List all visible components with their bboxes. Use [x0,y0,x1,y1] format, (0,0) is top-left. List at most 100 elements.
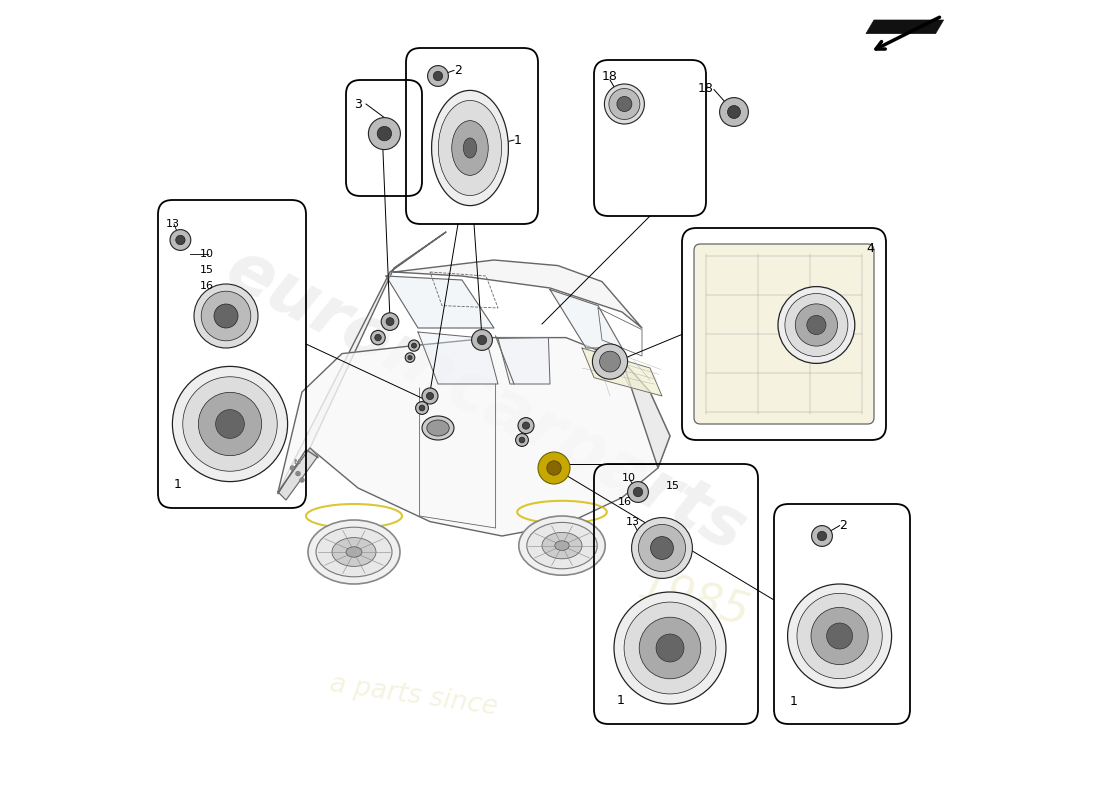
Text: 13: 13 [626,517,640,526]
Circle shape [433,71,442,81]
Text: 1: 1 [514,134,521,146]
Ellipse shape [316,527,392,577]
Circle shape [727,106,740,118]
Polygon shape [278,448,318,500]
Polygon shape [278,232,446,492]
Circle shape [416,402,428,414]
Circle shape [299,478,305,482]
Text: 16: 16 [618,498,632,507]
Circle shape [634,487,642,497]
Circle shape [422,388,438,404]
Ellipse shape [332,538,376,566]
Circle shape [427,392,433,400]
Circle shape [176,235,185,245]
Circle shape [522,422,529,429]
Circle shape [405,353,415,362]
Circle shape [198,392,262,456]
Circle shape [600,351,620,372]
Circle shape [516,434,528,446]
Circle shape [639,618,701,678]
Circle shape [547,461,561,475]
Text: 13: 13 [166,219,180,229]
Circle shape [411,343,417,348]
Polygon shape [278,338,670,536]
Circle shape [173,366,287,482]
Ellipse shape [604,84,645,124]
Circle shape [628,482,648,502]
Circle shape [428,66,449,86]
Ellipse shape [214,304,238,328]
Ellipse shape [346,547,362,557]
Polygon shape [582,348,662,396]
Circle shape [477,335,486,345]
Circle shape [368,118,400,150]
Circle shape [296,471,300,476]
Polygon shape [550,290,622,348]
Text: 3: 3 [354,98,362,110]
Circle shape [419,405,425,411]
Ellipse shape [554,541,569,550]
Text: 10: 10 [199,250,213,259]
Ellipse shape [194,284,258,348]
Ellipse shape [431,90,508,206]
Ellipse shape [452,121,488,175]
Text: euromcarparts: euromcarparts [214,234,757,566]
Ellipse shape [438,101,502,195]
Circle shape [806,315,826,334]
Ellipse shape [631,518,692,578]
Circle shape [624,602,716,694]
Circle shape [375,334,382,341]
Ellipse shape [617,97,631,111]
Circle shape [371,330,385,345]
Ellipse shape [519,516,605,575]
Text: 18: 18 [602,70,618,82]
Circle shape [817,531,827,541]
Circle shape [290,466,295,470]
FancyBboxPatch shape [694,244,874,424]
Circle shape [811,607,868,665]
Ellipse shape [463,138,476,158]
Circle shape [472,330,493,350]
Ellipse shape [650,537,673,559]
Polygon shape [418,332,498,384]
Polygon shape [866,20,944,34]
Circle shape [795,304,837,346]
Circle shape [386,318,394,326]
Circle shape [778,286,855,363]
Ellipse shape [308,520,400,584]
Text: 15: 15 [199,265,213,274]
Ellipse shape [427,420,449,436]
Text: 15: 15 [666,482,680,491]
Circle shape [798,594,882,678]
Text: 1: 1 [616,694,625,706]
Text: 1: 1 [174,478,182,490]
Circle shape [719,98,748,126]
Circle shape [785,294,848,357]
Ellipse shape [422,416,454,440]
Text: 10: 10 [621,474,636,483]
Circle shape [518,418,534,434]
Text: 2: 2 [839,519,847,532]
Polygon shape [386,276,494,328]
Circle shape [812,526,833,546]
Ellipse shape [542,533,582,558]
Circle shape [408,340,419,351]
Ellipse shape [609,89,640,119]
Text: 18: 18 [698,82,714,94]
Ellipse shape [638,525,685,571]
Ellipse shape [201,291,251,341]
Circle shape [826,623,852,649]
Circle shape [216,410,244,438]
Circle shape [593,344,628,379]
Circle shape [519,437,525,443]
Circle shape [170,230,190,250]
Circle shape [183,377,277,471]
Text: M: M [293,459,300,466]
Text: 1985: 1985 [634,565,755,635]
Text: 4: 4 [866,242,874,254]
Circle shape [788,584,892,688]
Text: 1: 1 [790,695,798,708]
Polygon shape [621,360,670,468]
Text: a parts since: a parts since [328,671,499,721]
Circle shape [382,313,399,330]
